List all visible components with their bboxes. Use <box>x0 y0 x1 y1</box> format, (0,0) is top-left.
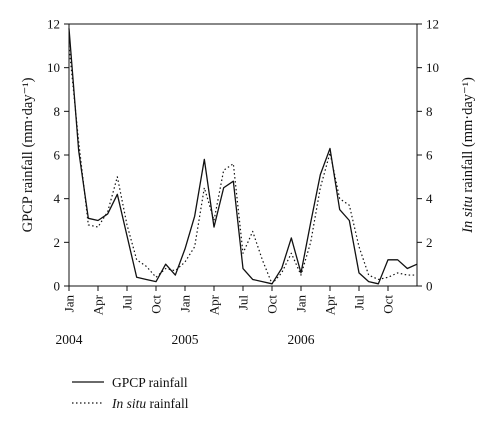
x-tick-label: Apr <box>207 294 222 315</box>
year-label: 2005 <box>172 332 199 347</box>
left-y-axis: 0 2 4 6 8 10 12 <box>47 17 69 294</box>
plot-frame <box>68 23 418 287</box>
right-y-tick-label: 0 <box>426 279 433 294</box>
series-line-gpcp <box>68 28 418 285</box>
x-tick-label: Oct <box>265 295 280 314</box>
year-labels: 2004 2005 2006 <box>56 332 315 347</box>
legend-label-gpcp: GPCP rainfall <box>112 375 188 390</box>
x-tick-label: Jul <box>236 295 251 311</box>
left-y-tick-label: 10 <box>47 60 60 75</box>
x-tick-label: Apr <box>323 294 338 315</box>
x-tick-label: Oct <box>381 295 396 314</box>
legend-label-insitu: In situ rainfall <box>111 396 189 411</box>
x-tick-label: Jan <box>294 295 309 313</box>
right-y-tick-label: 8 <box>426 104 433 119</box>
left-y-tick-label: 4 <box>54 191 61 206</box>
x-tick-label: Jan <box>178 295 193 313</box>
series-line-insitu <box>68 45 417 285</box>
left-y-tick-label: 12 <box>47 17 60 32</box>
right-y-tick-label: 4 <box>426 191 433 206</box>
right-y-tick-label: 12 <box>426 17 439 32</box>
x-tick-label: Jul <box>352 295 367 311</box>
legend: GPCP rainfall In situ rainfall <box>72 375 189 411</box>
left-y-tick-label: 6 <box>54 148 61 163</box>
left-axis-title: GPCP rainfall (mm·day⁻¹) <box>20 77 36 232</box>
x-tick-label: Oct <box>149 295 164 314</box>
right-y-tick-label: 6 <box>426 148 433 163</box>
x-tick-label: Apr <box>91 294 106 315</box>
left-y-tick-label: 8 <box>54 104 61 119</box>
right-axis-title-rest: rainfall (mm·day⁻¹) <box>460 77 476 196</box>
right-y-tick-label: 2 <box>426 235 433 250</box>
right-axis-title-italic: In situ <box>460 196 476 234</box>
right-y-tick-label: 10 <box>426 60 439 75</box>
left-y-tick-label: 2 <box>54 235 61 250</box>
series-group <box>68 28 418 285</box>
x-tick-label: Jul <box>120 295 135 311</box>
x-tick-label: Jan <box>62 295 77 313</box>
year-label: 2006 <box>288 332 315 347</box>
year-label: 2004 <box>56 332 83 347</box>
left-y-tick-label: 0 <box>54 279 61 294</box>
x-axis: Jan Apr Jul Oct Jan Apr Jul Oct Jan Apr Jul Oct <box>62 286 396 315</box>
right-y-axis: 0 2 4 6 8 10 12 <box>417 17 439 294</box>
right-axis-title: In situ rainfall (mm·day⁻¹) <box>460 77 476 234</box>
